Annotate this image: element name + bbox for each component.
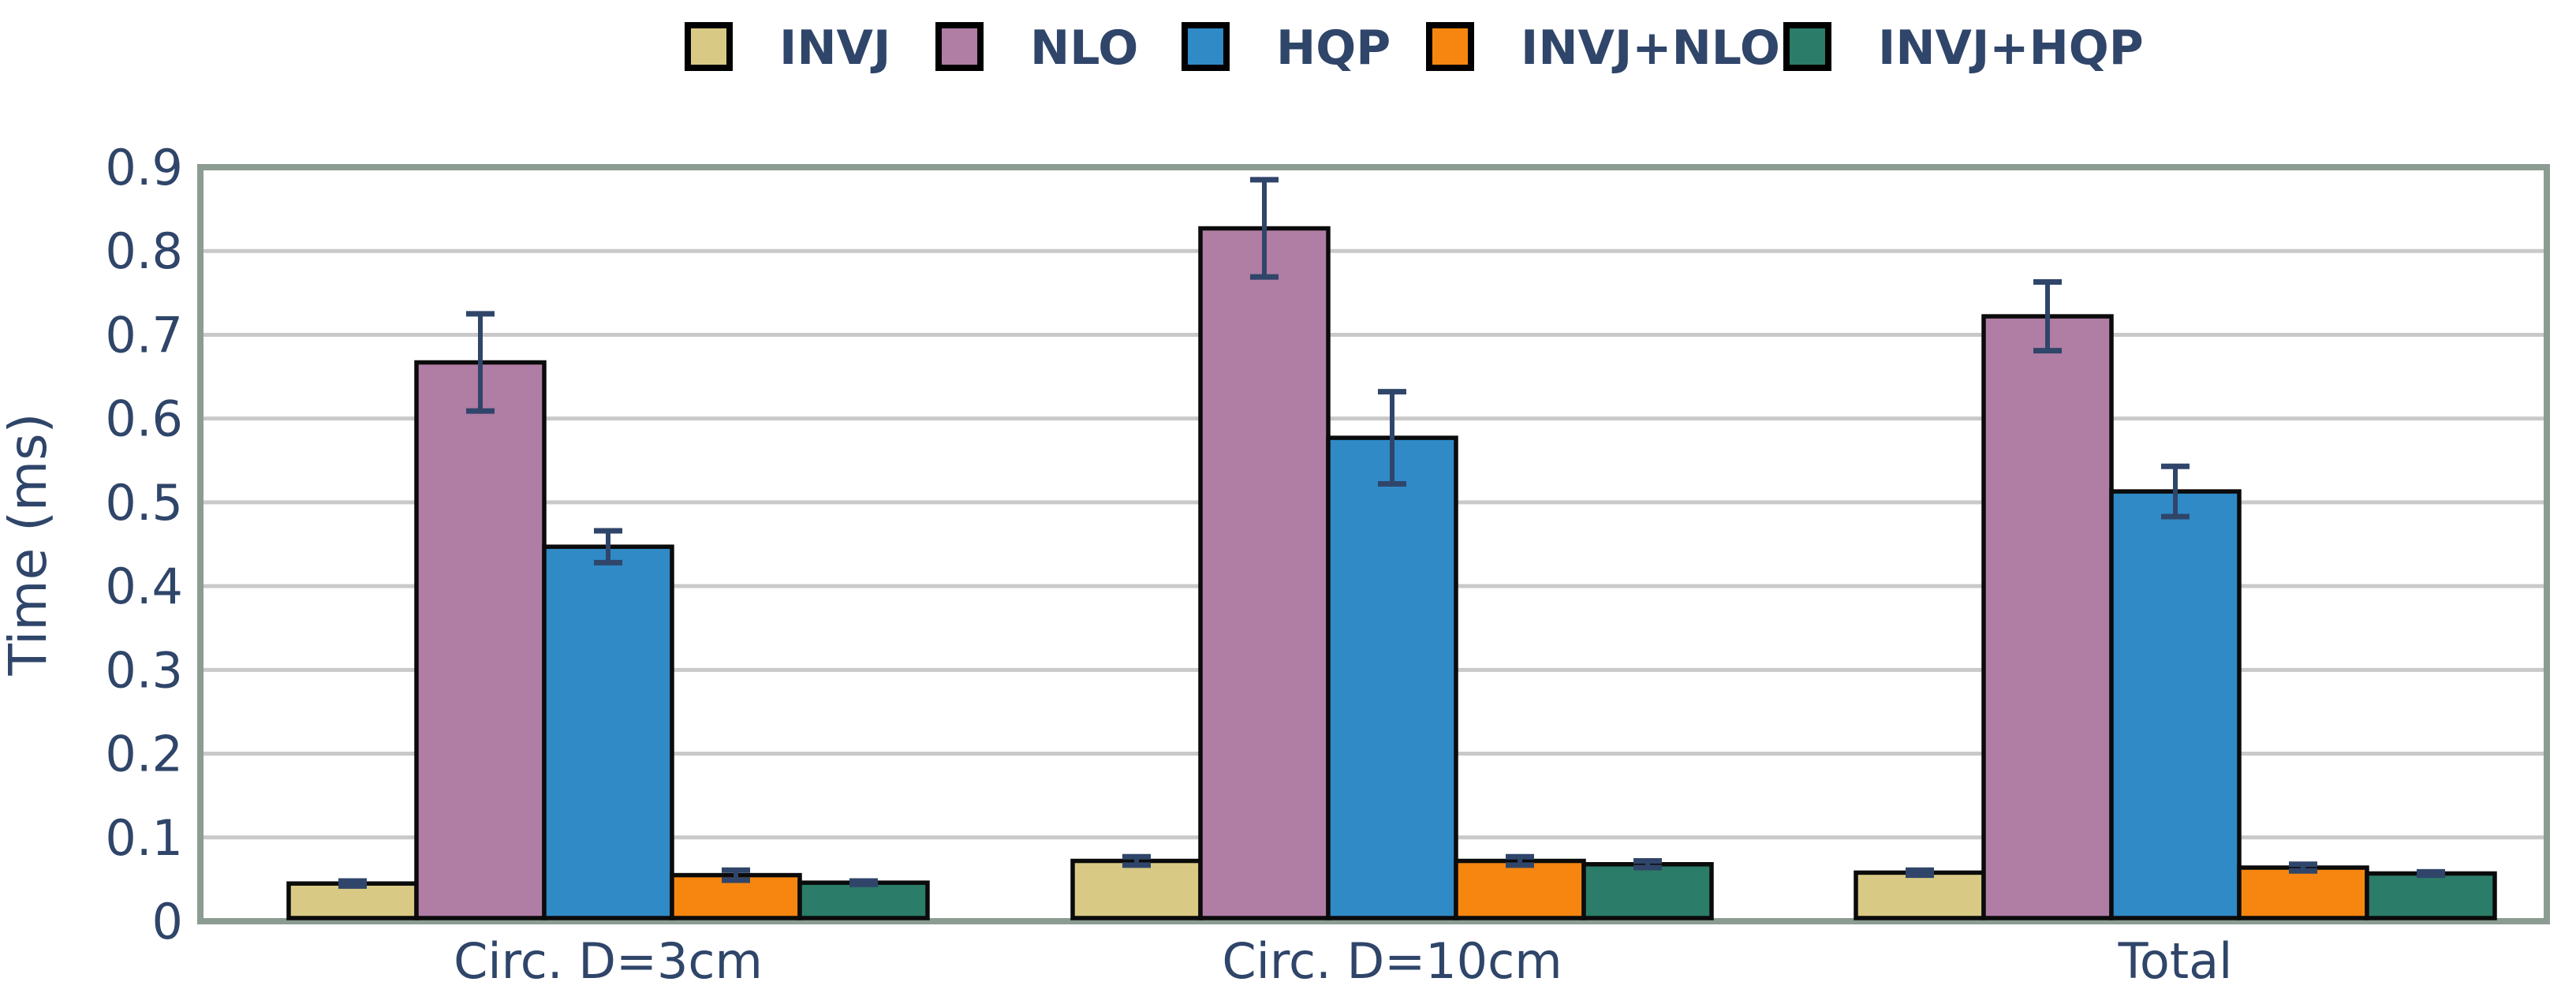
bar-hqp-3 [2109, 489, 2242, 920]
legend-label-hqp: HQP [1276, 21, 1391, 76]
y-tick-label: 0.7 [105, 306, 183, 364]
y-tick-label: 0.2 [105, 726, 183, 783]
legend-label-invj-hqp: INVJ+HQP [1878, 21, 2144, 76]
bar-invj-3 [1854, 870, 1986, 920]
bar-invj-2 [1070, 858, 1203, 920]
legend-swatch-invj-hqp [1783, 22, 1831, 71]
bar-invj-nlo-3 [2237, 865, 2369, 920]
legend-swatch-invj-nlo [1426, 22, 1474, 71]
x-tick-label: Total [2118, 932, 2233, 990]
bar-invj-nlo-2 [1454, 858, 1586, 920]
y-axis-label: Time (ms) [0, 413, 58, 677]
y-tick-label: 0.9 [105, 139, 183, 196]
plot-border [197, 164, 2550, 924]
bar-invj-hqp-1 [797, 880, 930, 920]
y-tick-label: 0.1 [105, 809, 183, 867]
legend-swatch-invj [685, 22, 733, 71]
bar-hqp-2 [1326, 435, 1458, 920]
y-tick-label: 0.3 [105, 641, 183, 699]
bar-nlo-3 [1981, 314, 2114, 920]
y-tick-label: 0.8 [105, 222, 183, 280]
y-tick-label: 0.6 [105, 390, 183, 448]
x-tick-label: Circ. D=3cm [454, 932, 763, 990]
bar-nlo-2 [1198, 226, 1331, 920]
legend-label-invj: INVJ [779, 21, 890, 76]
legend-swatch-hqp [1182, 22, 1230, 71]
bar-hqp-1 [542, 544, 674, 920]
legend-label-nlo: NLO [1030, 21, 1138, 76]
legend-swatch-nlo [935, 22, 984, 71]
bar-invj-hqp-2 [1581, 862, 1714, 920]
legend-label-invj-nlo: INVJ+NLO [1521, 21, 1780, 76]
bar-invj-hqp-3 [2365, 871, 2497, 920]
bar-nlo-1 [414, 360, 547, 920]
y-tick-label: 0.5 [105, 474, 183, 532]
x-tick-label: Circ. D=10cm [1222, 932, 1562, 990]
y-tick-label: 0 [152, 893, 183, 950]
y-tick-label: 0.4 [105, 558, 183, 615]
